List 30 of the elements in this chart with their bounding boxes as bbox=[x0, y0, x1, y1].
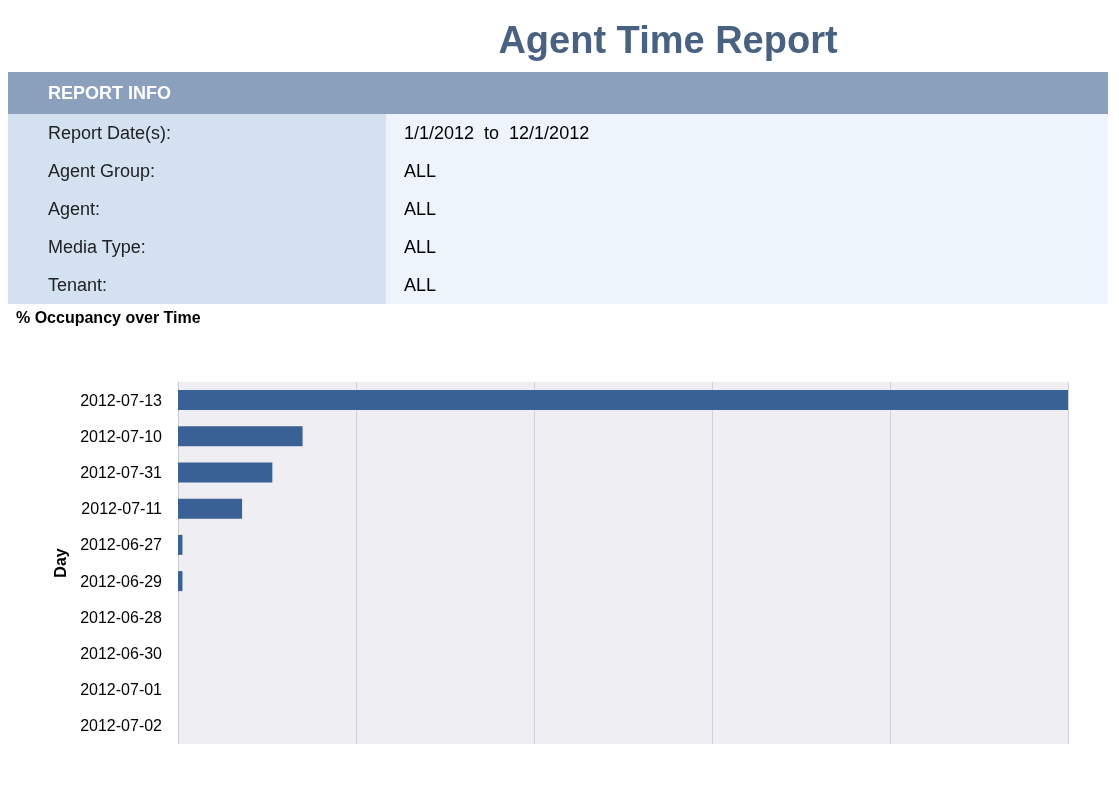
text: Report Date(s): bbox=[8, 114, 386, 152]
text: Media Type: bbox=[8, 228, 386, 266]
y-tick-label: 2012-07-31 bbox=[80, 464, 163, 481]
text: ALL bbox=[386, 266, 1108, 304]
text: ALL bbox=[386, 190, 1108, 228]
bar bbox=[178, 571, 183, 592]
text: ALL bbox=[386, 152, 1108, 190]
y-tick-label: 2012-07-01 bbox=[80, 681, 163, 699]
y-tick-label: 2012-07-10 bbox=[80, 427, 163, 445]
y-tick-label: 2012-06-30 bbox=[80, 645, 163, 662]
text: 1/1/2012 to 12/1/2012 bbox=[386, 114, 1108, 152]
text: REPORT INFO bbox=[8, 72, 1108, 114]
text: Tenant: bbox=[8, 266, 386, 304]
text: Agent Group: bbox=[8, 152, 386, 190]
text: Agent Time Report bbox=[497, 18, 839, 63]
text: ALL bbox=[386, 228, 1108, 266]
y-tick-label: 2012-07-11 bbox=[81, 500, 163, 518]
y-tick-label: 2012-07-02 bbox=[80, 717, 163, 735]
bar bbox=[178, 498, 243, 519]
y-tick-label: 2012-07-13 bbox=[80, 391, 163, 409]
chart-title: % Occupancy over Time bbox=[16, 308, 201, 326]
bar bbox=[178, 534, 183, 555]
y-tick-label: 2012-06-29 bbox=[80, 572, 163, 590]
y-tick-label: 2012-06-28 bbox=[80, 608, 163, 626]
text: Agent: bbox=[8, 190, 386, 228]
y-tick-label: 2012-06-27 bbox=[80, 536, 163, 554]
bar bbox=[178, 390, 1068, 411]
bar bbox=[178, 462, 273, 483]
y-axis-title: Day bbox=[51, 548, 69, 578]
bar bbox=[178, 426, 303, 447]
